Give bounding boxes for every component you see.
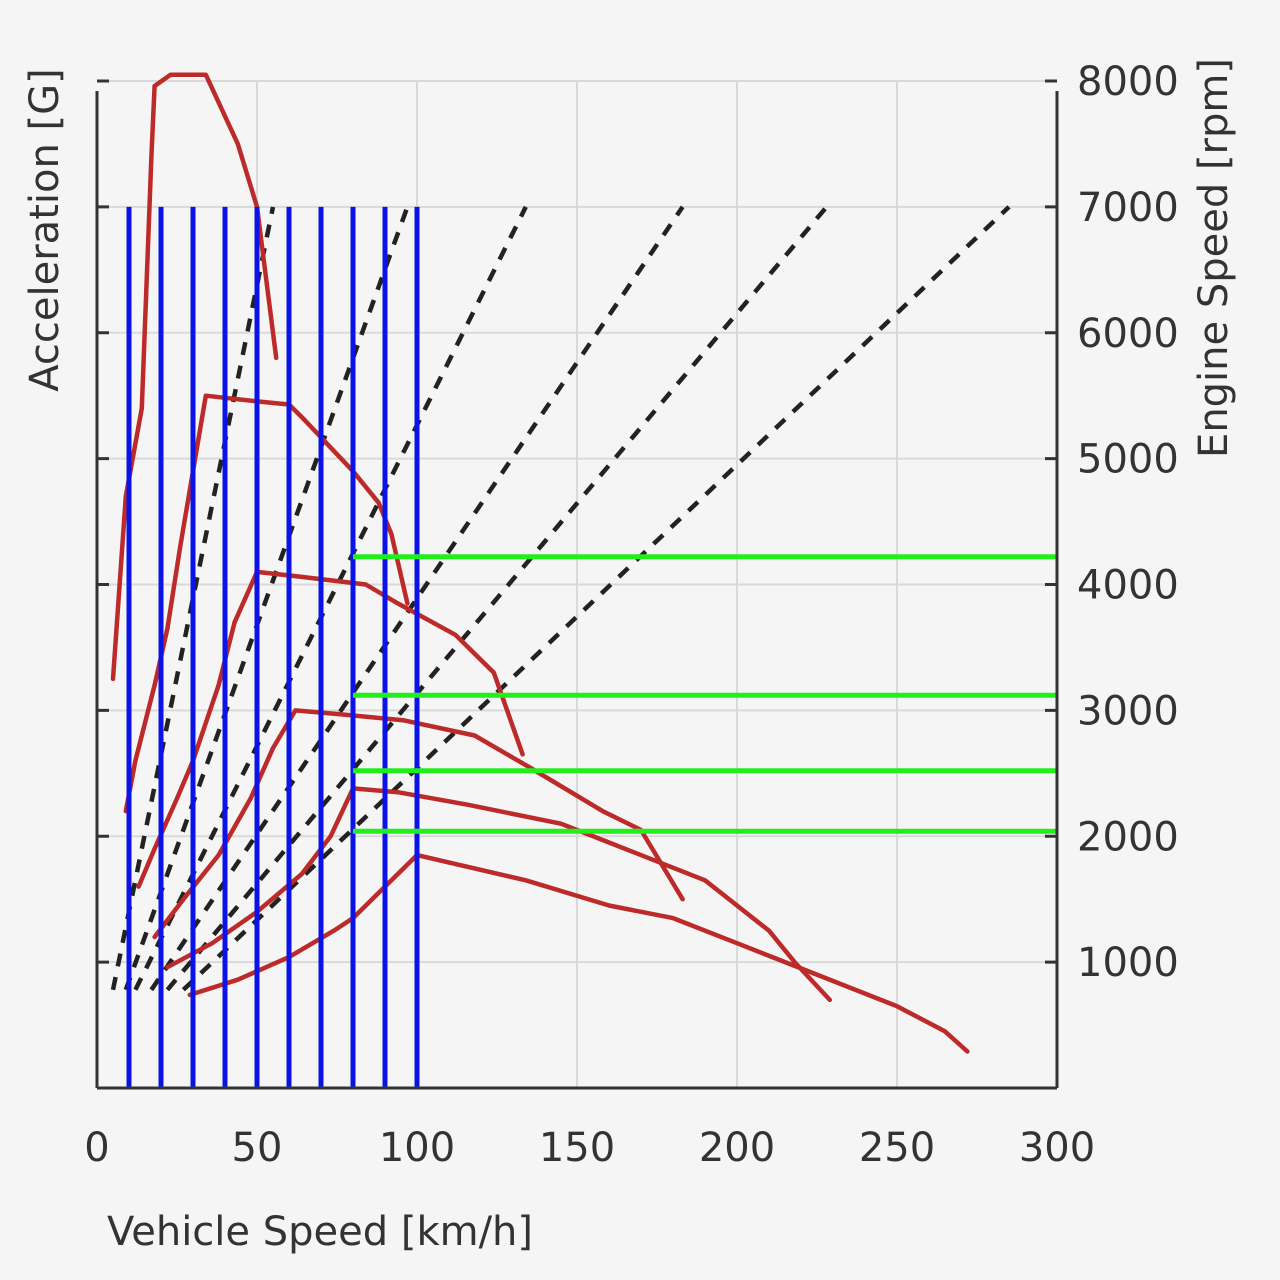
y-axis-title-left: Acceleration [G] <box>22 68 68 391</box>
y-tick-label: 7000 <box>1077 185 1179 231</box>
rpm-line <box>165 205 829 992</box>
acceleration-curve <box>165 786 833 1003</box>
acceleration-curve <box>152 708 685 940</box>
y-tick-label: 1000 <box>1077 940 1179 986</box>
acceleration-curve <box>187 852 970 1054</box>
x-axis-title: Vehicle Speed [km/h] <box>107 1209 533 1255</box>
rpm-line <box>133 205 528 991</box>
rpm-line <box>123 206 410 991</box>
y-tick-label: 3000 <box>1077 688 1179 734</box>
y-tick-label: 4000 <box>1077 563 1179 609</box>
y-axis-title-right: Engine Speed [rpm] <box>1191 58 1237 458</box>
acceleration-curve <box>110 72 279 682</box>
y-tick-label: 2000 <box>1077 814 1179 860</box>
rpm-line <box>181 205 1011 992</box>
x-tick-labels: 0 50 100 150 200 250 300 <box>84 1125 1095 1171</box>
x-tick-label: 300 <box>1019 1125 1095 1171</box>
x-tick-label: 250 <box>859 1125 935 1171</box>
axes <box>95 79 1059 1090</box>
rpm-lines <box>110 205 1011 992</box>
x-tick-label: 50 <box>232 1125 283 1171</box>
y-tick-label: 8000 <box>1077 59 1179 105</box>
y-tick-label: 5000 <box>1077 437 1179 483</box>
horizontal-markers <box>353 554 1057 834</box>
x-tick-label: 200 <box>699 1125 775 1171</box>
acceleration-curve <box>123 393 410 814</box>
vertical-markers <box>126 206 420 1088</box>
x-tick-label: 0 <box>84 1125 109 1171</box>
y-tick-label: 6000 <box>1077 311 1179 357</box>
x-tick-label: 100 <box>379 1125 455 1171</box>
x-tick-label: 150 <box>539 1125 615 1171</box>
y-tick-labels-right: 1000 2000 3000 4000 5000 6000 7000 8000 <box>1077 59 1179 986</box>
